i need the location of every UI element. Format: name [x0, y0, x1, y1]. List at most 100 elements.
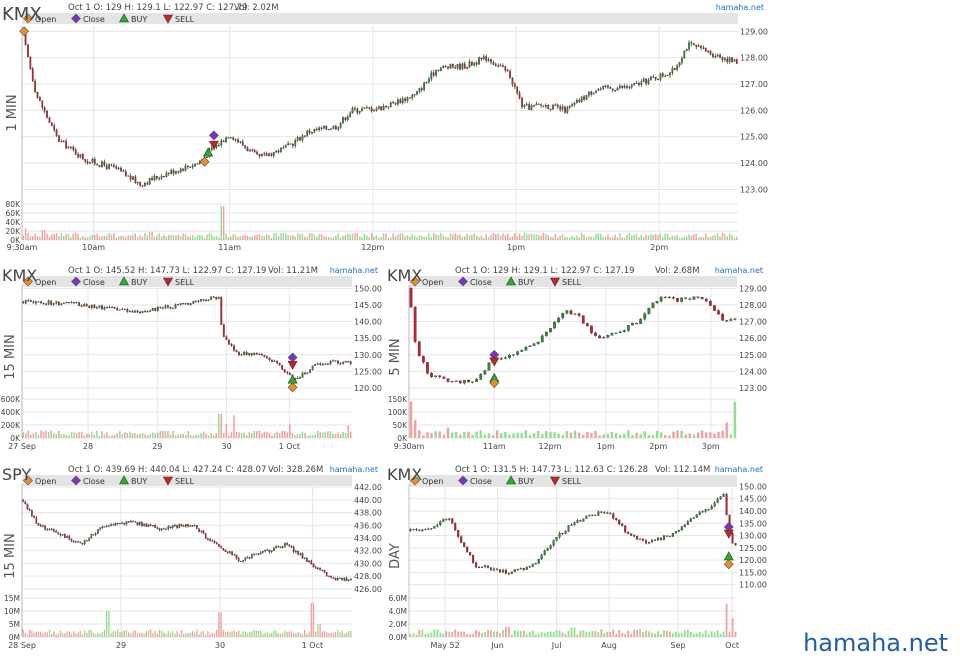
candle-body [253, 352, 256, 356]
candle-body [287, 143, 289, 146]
candle-body [725, 494, 728, 516]
volume-bar [439, 632, 442, 637]
candle-body [114, 523, 117, 526]
volume-bar [614, 432, 618, 438]
volume-bar [487, 433, 491, 438]
volume-bar [521, 235, 523, 240]
volume-info: Vol: 2.02M [234, 3, 279, 13]
volume-bar [211, 234, 213, 240]
candle-body [224, 549, 227, 552]
candle-body [692, 43, 695, 46]
volume-bar [451, 631, 454, 637]
volume-bar [728, 233, 731, 240]
candle-body [325, 125, 328, 130]
candle-body [642, 78, 645, 82]
y-tick-label: 120.00 [739, 556, 767, 565]
volume-bar [651, 435, 655, 438]
trade-marker-buy [203, 147, 214, 157]
chart-panel-spy-15min: Open Close BUY SELL SPY Oct 1 O: 439.69 H: 44… [0, 462, 385, 661]
volume-bar [427, 633, 430, 637]
volume-bar [674, 631, 677, 637]
volume-bar [413, 419, 417, 438]
volume-bar [182, 434, 184, 438]
candle-body [240, 560, 242, 563]
candle-body [77, 154, 79, 158]
candle-body [621, 523, 624, 526]
x-tick-label: 2pm [650, 243, 668, 252]
candle-body [657, 79, 659, 81]
candle-body [67, 146, 70, 149]
volume-bar [299, 234, 301, 240]
candle-body [50, 122, 53, 126]
candle-body [33, 515, 35, 518]
candle-body [170, 170, 173, 175]
candle-body [713, 502, 716, 507]
volume-bar [475, 431, 478, 438]
candle-body [286, 542, 288, 545]
volume-bar [154, 631, 156, 637]
volume-bar [719, 236, 721, 240]
candle-body [480, 57, 483, 60]
candle-body [189, 166, 192, 168]
volume-bar [266, 431, 268, 438]
volume-bar [235, 631, 238, 637]
volume-bar [309, 435, 311, 438]
volume-bar [169, 434, 172, 438]
volume-bar [243, 432, 245, 438]
volume-bar [151, 432, 154, 438]
volume-bar [154, 433, 157, 438]
candle-body [141, 311, 144, 314]
candle-body [602, 337, 606, 339]
volume-tick-label: 0K [10, 236, 21, 245]
volume-tick-label: 20K [6, 227, 22, 236]
candle-body [320, 127, 323, 129]
candle-body [329, 360, 332, 365]
volume-bar [452, 234, 454, 240]
candle-body [55, 129, 58, 136]
candle-body [423, 82, 426, 91]
volume-bar [147, 630, 150, 637]
candle-body [542, 105, 545, 107]
candle-body [528, 345, 532, 348]
volume-bar [286, 631, 288, 637]
candle-body [29, 300, 32, 302]
volume-bar [86, 237, 89, 240]
candle-body [275, 150, 278, 153]
volume-bar [289, 424, 291, 438]
volume-bar [290, 631, 293, 637]
volume-bar [88, 630, 90, 637]
candle-body [607, 85, 609, 88]
volume-bar [508, 434, 511, 438]
volume-bar [255, 630, 257, 637]
volume-bar [504, 431, 507, 438]
candle-body [513, 569, 516, 572]
candle-body [655, 301, 659, 303]
legend-marker-buy [505, 475, 517, 485]
volume-bar [571, 236, 573, 240]
candle-body [537, 103, 540, 105]
brand-label: hamaha.net [716, 3, 764, 12]
volume-bar [134, 630, 136, 637]
volume-bar [199, 234, 201, 240]
candle-body [569, 310, 573, 315]
volume-bar [24, 228, 27, 240]
candle-body [590, 325, 593, 334]
volume-bar [296, 434, 299, 438]
candle-body [349, 112, 352, 117]
candle-body [536, 341, 540, 344]
candle-body [215, 297, 218, 300]
candle-body [217, 296, 220, 300]
candle-body [341, 577, 343, 581]
candle-body [346, 116, 349, 121]
volume-bar [733, 237, 736, 240]
candle-body [413, 93, 416, 96]
candle-body [417, 341, 421, 357]
x-tick-label: Aug [601, 641, 617, 650]
volume-bar [614, 234, 616, 240]
candle-body [503, 357, 507, 359]
volume-bar [125, 629, 128, 637]
volume-bar [330, 632, 332, 637]
volume-bar [534, 634, 537, 637]
volume-bar [262, 634, 264, 637]
y-tick-label: 140.00 [739, 507, 767, 516]
